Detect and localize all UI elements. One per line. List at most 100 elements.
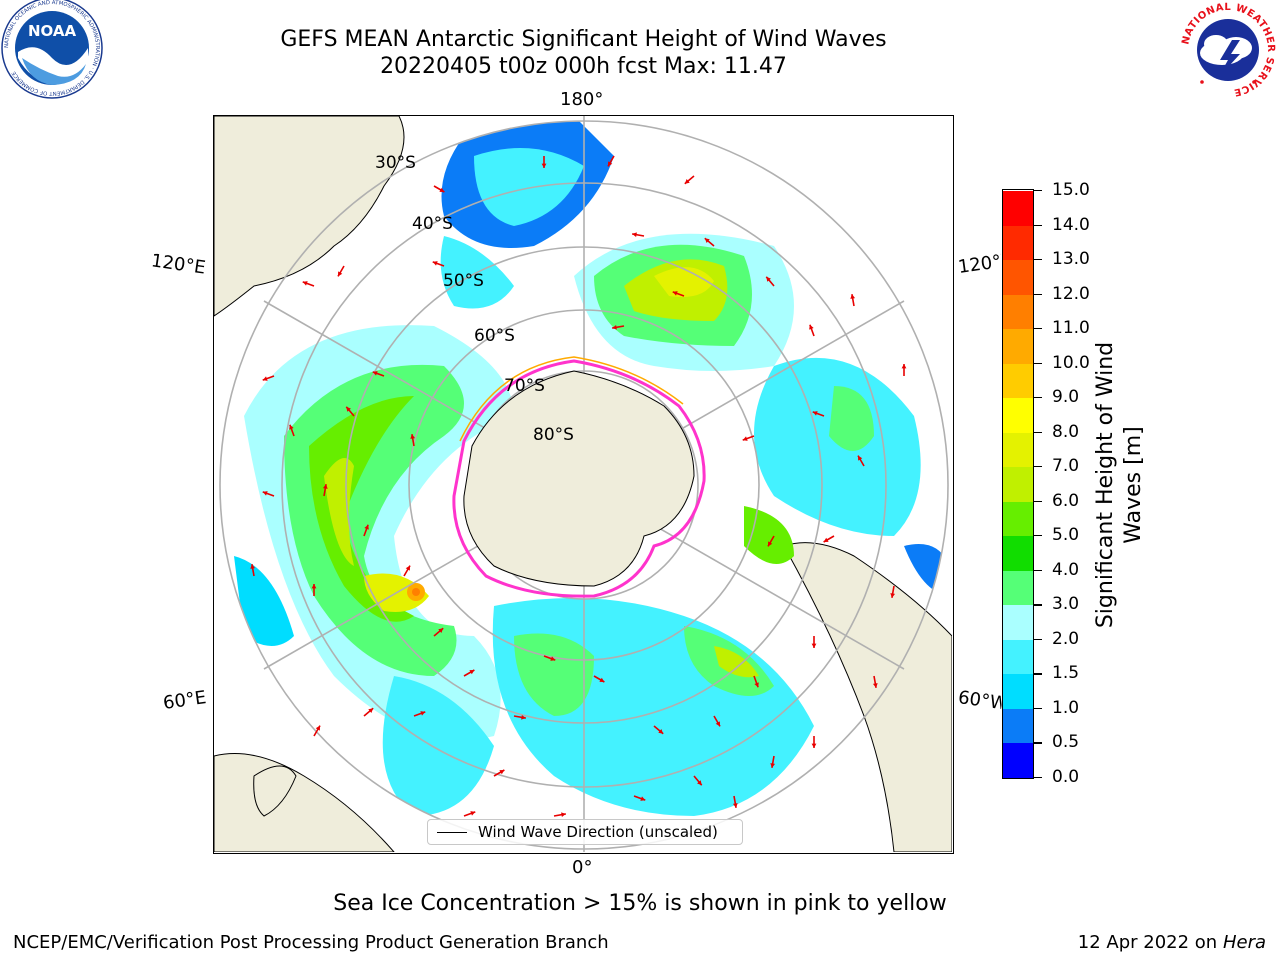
wave-arrow-head <box>858 455 863 461</box>
lon-label-0: 0° <box>572 857 593 878</box>
nws-logo: NATIONAL WEATHER SERVICE <box>1179 1 1277 99</box>
colorbar-tick <box>1034 362 1042 364</box>
colorbar-tick-label: 5.0 <box>1052 525 1080 546</box>
colorbar-tick-label: 8.0 <box>1052 421 1080 442</box>
colorbar-tick-label: 6.0 <box>1052 490 1080 511</box>
legend-line-sample <box>437 832 467 834</box>
colorbar-segment <box>1003 639 1033 675</box>
map-subtitle: 20220405 t00z 000h fcst Max: 11.47 <box>380 54 787 79</box>
colorbar-tick-label: 7.0 <box>1052 456 1080 477</box>
land-antarctica <box>463 370 695 587</box>
colorbar-segment <box>1003 742 1033 778</box>
colorbar-tick <box>1034 777 1042 779</box>
colorbar-segment <box>1003 259 1033 295</box>
colorbar-tick-label: 2.0 <box>1052 628 1080 649</box>
wave-arrow-head <box>372 371 378 376</box>
colorbar-tick-label: 1.0 <box>1052 697 1080 718</box>
wave-arrow-head <box>612 324 617 330</box>
lat-label-50s: 50°S <box>443 271 484 291</box>
footer-date: 12 Apr 2022 on Hera <box>1078 932 1266 953</box>
colorbar-tick <box>1034 535 1042 537</box>
colorbar-tick-label: 0.5 <box>1052 732 1080 753</box>
colorbar-tick <box>1034 742 1042 744</box>
wave-arrow-head <box>541 163 547 168</box>
colorbar-tick <box>1034 224 1042 226</box>
colorbar-tick <box>1034 397 1042 399</box>
polar-map <box>214 116 952 852</box>
colorbar-title-line2: Waves [m] <box>1121 426 1146 544</box>
wave-arrow-head <box>315 725 320 731</box>
noaa-logo: NATIONAL OCEANIC AND ATMOSPHERIC ADMINIS… <box>1 0 103 99</box>
wave-arrow-head <box>368 708 374 713</box>
wave-arrow-head <box>732 803 738 808</box>
colorbar-title-line1: Significant Height of Wind <box>1093 341 1118 629</box>
colorbar-tick <box>1034 604 1042 606</box>
wave-arrow-head <box>322 484 328 489</box>
wave-arrow-head <box>311 584 317 589</box>
wave-arrow-head <box>742 436 748 441</box>
wave-arrow-head <box>823 537 829 542</box>
land-australia <box>214 116 405 317</box>
wave-arrow-head <box>766 276 771 282</box>
wave-arrow-head <box>521 714 526 720</box>
colorbar-segment <box>1003 432 1033 468</box>
colorbar-segment <box>1003 673 1033 709</box>
lon-label-60e: 60°E <box>161 687 208 714</box>
wave-arrow-head <box>890 593 896 598</box>
lat-label-80s: 80°S <box>533 425 574 445</box>
land-south-america <box>783 542 952 852</box>
wave-arrow-head <box>754 682 759 688</box>
colorbar-segment <box>1003 708 1033 744</box>
lat-label-40s: 40°S <box>412 214 453 234</box>
wave-arrow-head <box>338 271 343 277</box>
colorbar-segment <box>1003 225 1033 261</box>
colorbar-tick <box>1034 190 1042 192</box>
wave-arrow-head <box>469 670 475 675</box>
lon-label-120w: 120°W <box>956 251 1004 278</box>
wave-field <box>234 121 948 816</box>
colorbar-tick <box>1034 569 1042 571</box>
wave-arrow-head <box>262 376 268 381</box>
land-madagascar <box>253 765 297 817</box>
map-title: GEFS MEAN Antarctic Significant Height o… <box>280 27 887 52</box>
wave-arrow-head <box>439 187 445 192</box>
legend-label: Wind Wave Direction (unscaled) <box>478 823 718 841</box>
colorbar-segment <box>1003 190 1033 226</box>
colorbar-segment <box>1003 294 1033 330</box>
colorbar-tick-label: 10.0 <box>1052 352 1090 373</box>
lat-label-70s: 70°S <box>504 376 545 396</box>
colorbar-tick <box>1034 638 1042 641</box>
wave-arrow-head <box>811 743 817 748</box>
wave-direction-arrows <box>250 155 907 818</box>
colorbar-tick <box>1034 293 1042 295</box>
wave-arrow-head <box>658 729 664 734</box>
wave-arrow-head <box>250 564 256 569</box>
wave-arrow-head <box>289 424 294 430</box>
wave-arrow-head <box>850 294 856 299</box>
wave-arrow-head <box>697 780 702 786</box>
wave-arrow-head <box>872 683 878 688</box>
lon-label-180: 180° <box>560 89 604 110</box>
map-legend: Wind Wave Direction (unscaled) <box>427 819 743 845</box>
colorbar-segment <box>1003 363 1033 399</box>
colorbar-segment <box>1003 501 1033 537</box>
wave-arrow-head <box>405 565 410 571</box>
wave-arrow-head <box>608 161 613 167</box>
wave-arrow-head <box>704 238 710 243</box>
colorbar-tick-label: 15.0 <box>1052 180 1090 200</box>
colorbar-tick <box>1034 707 1042 710</box>
wave-arrow-head <box>599 677 605 682</box>
wave-arrow-head <box>811 643 817 648</box>
wave-arrow-head <box>684 179 690 184</box>
wave-arrow-head <box>420 711 426 716</box>
land-africa <box>214 753 395 852</box>
colorbar-tick-label: 14.0 <box>1052 214 1090 235</box>
footer-date-text: 12 Apr 2022 on <box>1077 932 1223 953</box>
wave-arrow-head <box>715 721 720 727</box>
colorbar-segment <box>1003 535 1033 571</box>
colorbar-tick-label: 11.0 <box>1052 318 1090 339</box>
land-layer <box>214 116 952 852</box>
colorbar <box>1002 189 1034 779</box>
wave-arrow-head <box>901 364 907 369</box>
wave-arrow-head <box>768 541 773 547</box>
